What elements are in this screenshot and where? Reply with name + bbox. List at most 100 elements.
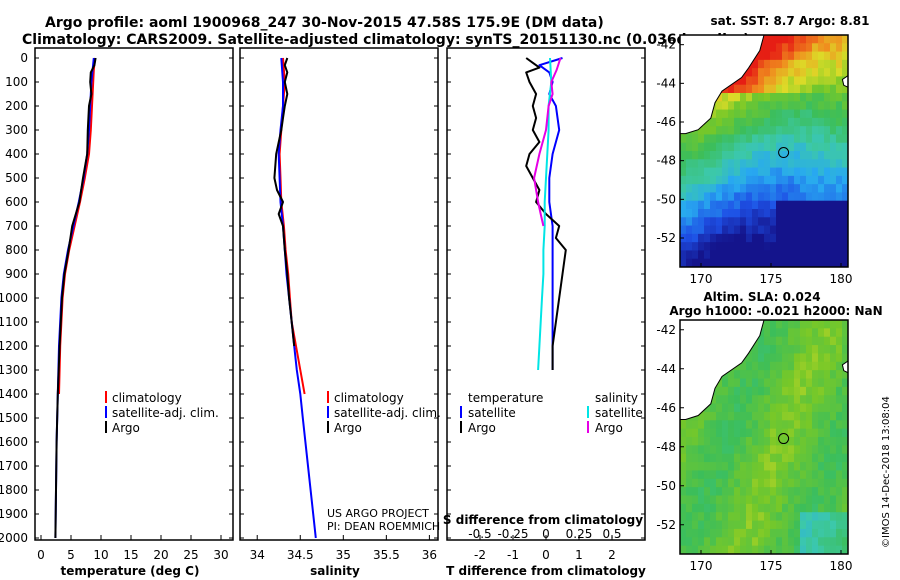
map-cell bbox=[824, 93, 831, 102]
map-cell bbox=[734, 109, 741, 119]
map-cell bbox=[728, 209, 735, 218]
depth-tick-label: 1900 bbox=[0, 507, 28, 521]
sst-map-frame bbox=[679, 34, 849, 268]
map-cell bbox=[686, 445, 693, 455]
map-cell bbox=[788, 361, 795, 371]
legend-label-t-argo: Argo bbox=[468, 421, 496, 435]
map-cell bbox=[770, 35, 777, 44]
map-cell bbox=[704, 200, 711, 210]
map-cell bbox=[806, 159, 813, 169]
map-cell bbox=[776, 51, 783, 61]
map-cell bbox=[734, 478, 741, 488]
map-cell bbox=[740, 445, 747, 455]
map-cell bbox=[770, 403, 777, 413]
map-cell bbox=[758, 470, 765, 480]
map-cell bbox=[764, 528, 771, 538]
lon-tick-label: 180 bbox=[830, 272, 853, 286]
map-cell bbox=[776, 328, 783, 338]
map-cell bbox=[752, 159, 759, 169]
map-cell bbox=[758, 109, 765, 119]
map-cell bbox=[782, 478, 789, 488]
map-cell bbox=[734, 192, 741, 202]
map-cell bbox=[788, 353, 795, 363]
map-cell bbox=[806, 225, 813, 235]
map-cell bbox=[812, 495, 819, 505]
map-cell bbox=[692, 420, 699, 430]
map-cell bbox=[800, 336, 807, 346]
map-cell bbox=[746, 445, 753, 455]
map-cell bbox=[740, 184, 747, 194]
map-cell bbox=[818, 159, 825, 169]
legend-label-s-satellite: satellite bbox=[595, 406, 643, 420]
map-cell bbox=[758, 503, 765, 513]
map-cell bbox=[746, 478, 753, 488]
map-cell bbox=[692, 470, 699, 480]
map-cell bbox=[704, 209, 711, 218]
map-cell bbox=[836, 520, 843, 530]
map-cell bbox=[782, 503, 789, 513]
map-cell bbox=[680, 428, 687, 438]
map-cell bbox=[740, 512, 747, 522]
map-cell bbox=[788, 487, 795, 497]
map-cell bbox=[776, 361, 783, 371]
map-cell bbox=[776, 478, 783, 488]
lat-tick-label: -48 bbox=[656, 440, 676, 454]
map-cell bbox=[776, 242, 783, 252]
map-cell bbox=[740, 142, 747, 152]
depth-tick-label: 0 bbox=[20, 51, 28, 65]
map-cell bbox=[692, 209, 699, 218]
map-cell bbox=[842, 200, 848, 210]
map-cell bbox=[734, 528, 741, 538]
map-cell bbox=[806, 93, 813, 102]
map-cell bbox=[794, 93, 801, 102]
map-cell bbox=[710, 151, 717, 160]
map-cell bbox=[788, 470, 795, 480]
map-cell bbox=[716, 167, 723, 177]
imos-timestamp: ©IMOS 14-Dec-2018 13:08:04 bbox=[881, 396, 892, 548]
map-cell bbox=[776, 453, 783, 463]
map-cell bbox=[740, 503, 747, 513]
map-cell bbox=[728, 93, 735, 102]
map-cell bbox=[776, 470, 783, 480]
map-cell bbox=[842, 545, 848, 554]
map-cell bbox=[806, 512, 813, 522]
map-cell bbox=[698, 159, 705, 169]
x-tick-label: 0 bbox=[542, 548, 550, 562]
map-cell bbox=[722, 250, 729, 260]
map-cell bbox=[818, 395, 825, 405]
map-cell bbox=[716, 470, 723, 480]
map-cell bbox=[698, 126, 705, 136]
map-cell bbox=[734, 151, 741, 160]
series-line-t-satellite bbox=[538, 57, 563, 370]
map-cell bbox=[710, 217, 717, 227]
map-cell bbox=[788, 345, 795, 355]
map-cell bbox=[740, 487, 747, 497]
map-cell bbox=[794, 43, 801, 53]
map-cell bbox=[698, 209, 705, 218]
map-cell bbox=[800, 167, 807, 177]
map-cell bbox=[698, 462, 705, 472]
legend-label-climatology: climatology bbox=[334, 391, 404, 405]
map-cell bbox=[716, 175, 723, 185]
map-cell bbox=[728, 101, 735, 111]
map-cell bbox=[812, 175, 819, 185]
map-cell bbox=[740, 167, 747, 177]
map-cell bbox=[794, 370, 801, 380]
map-cell bbox=[824, 109, 831, 119]
map-cell bbox=[800, 101, 807, 111]
map-cell bbox=[740, 209, 747, 218]
map-cell bbox=[764, 43, 771, 53]
x-tick-label: 34 bbox=[250, 548, 265, 562]
map-cell bbox=[722, 200, 729, 210]
map-cell bbox=[752, 59, 759, 69]
map-cell bbox=[776, 250, 783, 260]
lat-tick-label: -52 bbox=[656, 518, 676, 532]
map-cell bbox=[710, 250, 717, 260]
map-cell bbox=[788, 68, 795, 78]
map-cell bbox=[770, 453, 777, 463]
map-cell bbox=[716, 462, 723, 472]
map-cell bbox=[800, 361, 807, 371]
map-cell bbox=[764, 336, 771, 346]
x-tick-label: 25 bbox=[183, 548, 198, 562]
